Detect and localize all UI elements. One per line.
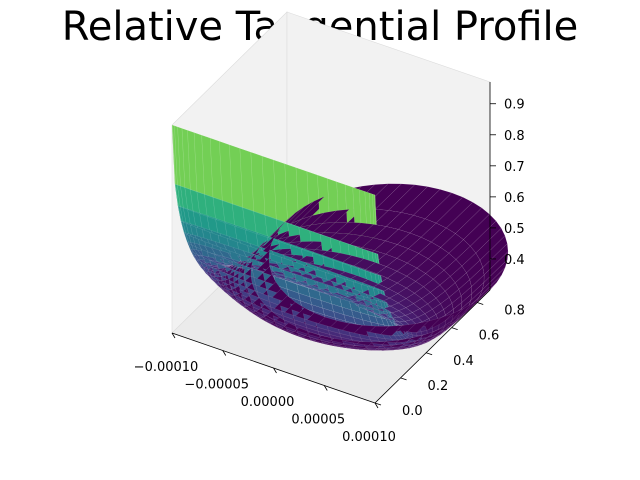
surface-patch	[410, 332, 418, 336]
y-axis-ticks: 0.0 0.2 0.4 0.6 0.8	[374, 302, 525, 419]
x-tick-mark	[374, 402, 379, 409]
x-axis-ticks: −0.00010 −0.00005 0.00000 0.00005 0.00010	[134, 332, 396, 445]
surface-patch	[415, 340, 425, 344]
y-tick-mark	[451, 327, 458, 331]
z-tick-label: 0.4	[504, 253, 525, 268]
y-tick-mark	[400, 377, 407, 381]
surface-patch	[218, 249, 233, 260]
x-tick-label: 0.00005	[291, 413, 345, 428]
z-tick-label: 0.9	[504, 98, 525, 113]
surface-patch	[395, 331, 403, 337]
z-axis-ticks: 0.4 0.5 0.6 0.7 0.8 0.9	[490, 98, 525, 268]
surface-patch	[407, 333, 413, 338]
surface-patch	[389, 320, 399, 327]
z-tick-label: 0.8	[504, 129, 525, 144]
z-tick-label: 0.5	[504, 222, 525, 237]
x-tick-mark	[273, 367, 277, 374]
z-tick-label: 0.6	[504, 191, 525, 206]
surface-patch	[401, 334, 408, 339]
x-tick-mark	[323, 385, 328, 391]
x-tick-label: −0.00005	[184, 378, 249, 393]
x-tick-label: 0.00000	[241, 395, 295, 410]
z-tick-label: 0.7	[504, 160, 525, 175]
x-tick-mark	[171, 332, 176, 339]
surface-mesh	[171, 124, 509, 351]
surface-patch	[398, 330, 405, 336]
y-tick-mark	[425, 352, 433, 356]
x-tick-label: 0.00010	[342, 430, 396, 445]
y-tick-label: 0.6	[479, 329, 500, 344]
y-axis-line	[374, 289, 491, 404]
y-tick-mark	[374, 402, 382, 406]
y-tick-label: 0.2	[428, 379, 449, 394]
surface-patch	[405, 330, 413, 336]
x-tick-label: −0.00010	[134, 360, 199, 375]
y-tick-mark	[477, 302, 484, 305]
y-tick-label: 0.8	[504, 304, 525, 319]
x-tick-mark	[222, 350, 227, 356]
y-tick-label: 0.4	[453, 354, 474, 369]
surface-patch	[204, 245, 216, 255]
y-tick-label: 0.0	[402, 404, 423, 419]
surface-patch	[403, 332, 409, 338]
